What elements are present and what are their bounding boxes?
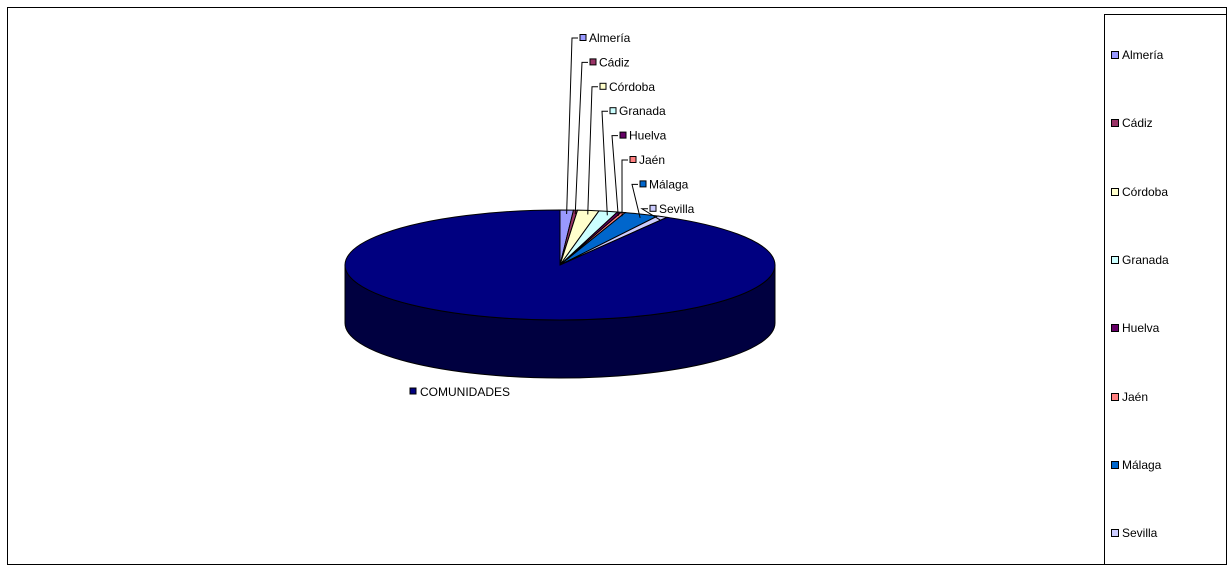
data-label-swatch-cordoba — [600, 83, 606, 89]
data-label-swatch-sevilla — [650, 205, 656, 211]
legend-swatch — [1111, 324, 1119, 332]
legend-item-granada: Granada — [1111, 252, 1169, 268]
data-label-swatch-malaga — [640, 181, 646, 187]
data-label-comunidades: COMUNIDADES — [420, 385, 510, 399]
data-label-swatch-almeria — [580, 35, 586, 41]
legend-label: Almería — [1122, 48, 1163, 62]
leader-line-cordoba — [588, 87, 598, 215]
legend-label: Málaga — [1122, 458, 1161, 472]
legend-label: Sevilla — [1122, 526, 1157, 540]
legend-label: Granada — [1122, 253, 1169, 267]
legend-item-jaen: Jaén — [1111, 389, 1148, 405]
legend-swatch — [1111, 256, 1119, 264]
leader-line-granada — [602, 111, 608, 215]
legend-item-malaga: Málaga — [1111, 457, 1161, 473]
data-label-sevilla: Sevilla — [659, 202, 695, 216]
legend-swatch — [1111, 119, 1119, 127]
data-label-malaga: Málaga — [649, 177, 689, 191]
legend-item-sevilla: Sevilla — [1111, 525, 1157, 541]
data-label-swatch-cadiz — [590, 59, 596, 65]
data-label-swatch-jaen — [630, 157, 636, 163]
data-label-almeria: Almería — [589, 31, 631, 45]
data-label-huelva: Huelva — [629, 129, 667, 143]
data-label-cadiz: Cádiz — [599, 55, 630, 69]
data-label-swatch-comunidades — [410, 388, 416, 394]
legend-swatch — [1111, 529, 1119, 537]
legend-swatch — [1111, 461, 1119, 469]
data-label-jaen: Jaén — [639, 153, 665, 167]
leader-line-cadiz — [575, 62, 588, 214]
leader-line-jaen — [622, 160, 628, 216]
legend-label: Córdoba — [1122, 185, 1168, 199]
data-label-cordoba: Córdoba — [609, 80, 655, 94]
pie-slice-comunidades — [345, 210, 775, 320]
data-label-swatch-granada — [610, 108, 616, 114]
legend: Almería Cádiz Córdoba Granada Huelva Jaén Mála… — [1104, 14, 1227, 565]
legend-label: Huelva — [1122, 321, 1159, 335]
legend-swatch — [1111, 393, 1119, 401]
legend-item-almeria: Almería — [1111, 47, 1163, 63]
legend-item-huelva: Huelva — [1111, 320, 1159, 336]
legend-item-cordoba: Córdoba — [1111, 184, 1168, 200]
data-label-swatch-huelva — [620, 132, 626, 138]
legend-item-cadiz: Cádiz — [1111, 115, 1153, 131]
legend-swatch — [1111, 188, 1119, 196]
data-label-granada: Granada — [619, 104, 666, 118]
legend-swatch — [1111, 51, 1119, 59]
legend-label: Cádiz — [1122, 116, 1153, 130]
legend-label: Jaén — [1122, 390, 1148, 404]
leader-line-huelva — [612, 136, 618, 216]
